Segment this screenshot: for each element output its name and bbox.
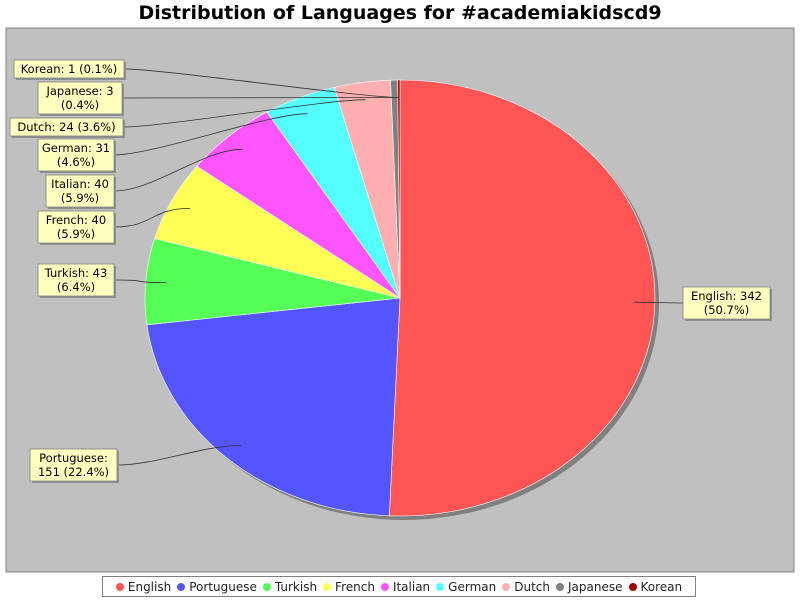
leader-line-english	[634, 301, 684, 304]
legend-label: English	[127, 579, 172, 594]
slice-label-italian: Italian: 40(5.9%)	[45, 174, 116, 209]
label-box	[37, 138, 115, 172]
label-box	[37, 263, 115, 297]
legend-item-japanese: Japanese	[556, 580, 623, 594]
leader-line-german	[113, 113, 308, 156]
legend-label: Japanese	[568, 579, 623, 594]
legend-label: German	[448, 579, 497, 594]
pie-slice-portuguese	[146, 297, 401, 517]
legend-label: French	[335, 579, 375, 594]
slice-label-english: English: 342(50.7%)	[682, 286, 772, 321]
label-text: Japanese: 3	[45, 84, 113, 98]
label-text: English: 342	[691, 289, 762, 303]
label-text: Korean: 1 (0.1%)	[21, 62, 118, 76]
leader-line-turkish	[113, 279, 167, 283]
label-text: Portuguese:	[39, 451, 108, 465]
label-box	[13, 59, 125, 79]
label-text: Italian: 40	[51, 177, 109, 191]
legend-label: Turkish	[274, 579, 318, 594]
legend-item-french: French	[323, 580, 375, 594]
legend-item-italian: Italian	[380, 579, 431, 594]
legend-item-english: English	[115, 579, 172, 594]
leader-line-portuguese	[116, 445, 242, 466]
label-box	[9, 117, 124, 137]
legend-item-german: German	[436, 580, 496, 594]
legend-swatch	[115, 582, 124, 591]
legend-item-korean: Korean	[628, 579, 683, 594]
label-text: (0.4%)	[61, 98, 99, 112]
legend-label: Italian	[392, 579, 431, 594]
label-text: Turkish: 43	[44, 266, 108, 280]
label-text: German: 31	[42, 141, 110, 155]
label-text: (6.4%)	[57, 280, 95, 294]
slice-label-japanese: Japanese: 3(0.4%)	[37, 81, 124, 116]
label-box	[37, 81, 123, 115]
label-box	[29, 448, 118, 482]
label-text: (4.6%)	[57, 155, 95, 169]
slice-label-portuguese: Portuguese:151 (22.4%)	[29, 448, 119, 483]
chart-legend: English Portuguese Turkish French Italian Ger…	[102, 576, 696, 597]
legend-label: Dutch	[514, 579, 550, 594]
slice-label-turkish: Turkish: 43(6.4%)	[37, 263, 116, 298]
legend-label: Portuguese	[189, 579, 257, 594]
label-box	[45, 174, 115, 208]
legend-swatch	[262, 582, 271, 591]
label-text: (5.9%)	[61, 191, 99, 205]
leader-line-korean	[123, 68, 399, 98]
chart-title: Distribution of Languages for #academiak…	[138, 2, 662, 24]
legend-swatch	[556, 582, 564, 591]
slice-label-korean: Korean: 1 (0.1%)	[13, 59, 126, 80]
slice-label-french: French: 40(5.9%)	[37, 210, 116, 245]
slice-label-dutch: Dutch: 24 (3.6%)	[9, 117, 125, 138]
slice-label-german: German: 31(4.6%)	[37, 138, 116, 173]
label-text: Dutch: 24 (3.6%)	[17, 120, 115, 134]
legend-swatch	[502, 582, 511, 591]
pie-slice-korean	[397, 79, 401, 299]
legend-swatch	[380, 582, 389, 591]
legend-swatch	[628, 582, 637, 591]
legend-swatch	[323, 582, 332, 591]
label-box	[37, 210, 115, 244]
leader-line-italian	[113, 148, 243, 192]
label-text: (50.7%)	[704, 303, 750, 317]
label-text: 151 (22.4%)	[38, 465, 109, 479]
label-text: (5.9%)	[57, 227, 95, 241]
label-text: French: 40	[46, 213, 106, 227]
legend-item-turkish: Turkish	[262, 579, 318, 594]
leader-line-french	[113, 208, 191, 228]
legend-swatch	[177, 582, 186, 591]
legend-item-dutch: Dutch	[502, 580, 550, 594]
legend-item-portuguese: Portuguese	[177, 580, 257, 594]
label-box	[682, 286, 771, 320]
leader-line-japanese	[121, 97, 395, 99]
leader-line-dutch	[122, 99, 366, 128]
legend-swatch	[436, 582, 445, 591]
legend-label: Korean	[640, 579, 683, 594]
